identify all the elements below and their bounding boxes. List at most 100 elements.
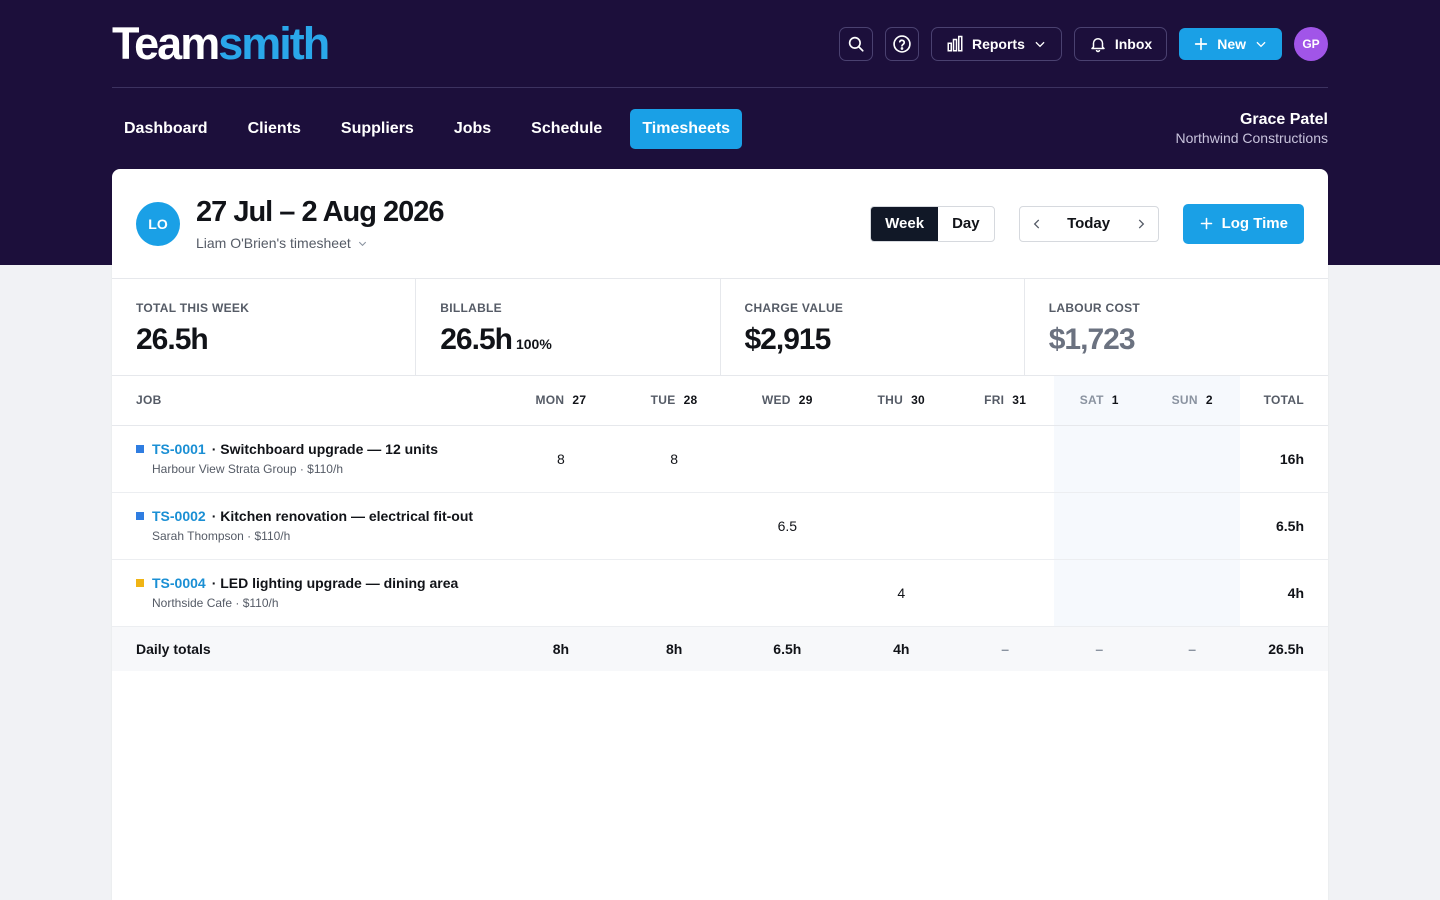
hours-cell[interactable]: 8 [619,425,729,493]
billable-percent: 100% [515,336,552,352]
chevron-down-icon [1256,41,1266,47]
daily-totals-label: Daily totals [112,626,502,671]
company-name: Northwind Constructions [1175,129,1328,146]
hours-cell[interactable] [956,425,1055,493]
stat-labour-cost: LABOUR COST $1,723 [1048,301,1141,356]
job-code-link[interactable]: TS-0004 [152,575,206,591]
nav-tab-schedule[interactable]: Schedule [531,119,603,137]
daily-total-cell: 4h [846,626,957,671]
chevron-left-icon[interactable] [1030,217,1044,231]
hours-cell[interactable] [1144,492,1240,560]
table-header-row: JOB MON 27 TUE 28 WED 29 THU 30 FRI 31 SAT 1 S… [112,376,1328,426]
new-label: New [1217,35,1246,52]
search-button[interactable] [838,26,873,61]
hours-cell[interactable]: 8 [502,425,620,493]
daily-total-cell: 6.5h [728,626,847,671]
hours-cell[interactable] [1054,425,1145,493]
daily-totals-row: Daily totals 8h 8h 6.5h 4h – – –26.5h [112,626,1328,671]
employee-avatar: LO [136,201,180,246]
hours-cell[interactable] [956,492,1055,560]
plus-icon [1200,217,1212,230]
daily-total-cell: 8h [619,626,729,671]
chevron-right-icon[interactable] [1134,217,1148,231]
job-client-rate: Northside Cafe · $110/h [152,596,279,610]
hours-cell[interactable] [619,492,729,560]
chevron-down-icon [1035,41,1045,47]
nav-tab-clients[interactable]: Clients [247,119,301,137]
hours-cell[interactable] [956,559,1055,627]
table-row[interactable]: TS-0001 · Switchboard upgrade — 12 units H… [112,425,1328,493]
reports-label: Reports [971,35,1025,52]
help-icon [893,34,911,53]
nav-tab-dashboard[interactable]: Dashboard [124,119,208,137]
job-cell: TS-0002 · Kitchen renovation — electrical… [112,492,502,560]
table-row[interactable]: TS-0002 · Kitchen renovation — electrical… [112,492,1328,560]
stat-charge-value: CHARGE VALUE $2,915 [721,279,1025,375]
hours-cell[interactable] [1144,559,1240,627]
plus-icon [1195,37,1208,50]
chevron-down-icon [358,241,366,246]
hours-cell[interactable] [728,425,847,493]
col-job: JOB [112,376,502,426]
col-day: FRI 31 [956,376,1055,426]
job-code-link[interactable]: TS-0002 [152,508,206,524]
hours-cell[interactable] [1054,492,1145,560]
top-area: Teamsmith Reports Inbox New GP [112,0,1328,169]
view-toggle: Week Day [870,205,995,242]
log-time-label: Log Time [1221,215,1288,232]
col-total: TOTAL [1240,376,1328,426]
timesheet-owner-selector[interactable]: Liam O'Brien's timesheet [196,235,444,251]
col-day-weekend: SAT 1 [1054,376,1145,426]
daily-total-cell: 8h [502,626,620,671]
inbox-button[interactable]: Inbox [1073,26,1168,61]
timesheet-table: JOB MON 27 TUE 28 WED 29 THU 30 FRI 31 SAT 1 S… [112,376,1328,671]
log-time-button[interactable]: Log Time [1182,203,1304,244]
table-row[interactable]: TS-0004 · LED lighting upgrade — dining a… [112,559,1328,627]
new-menu-button[interactable]: New [1179,27,1282,60]
hours-cell[interactable] [619,559,729,627]
stat-billable: BILLABLE 26.5h 100% [416,279,721,375]
main-nav: Dashboard Clients Suppliers Jobs Schedul… [112,88,1328,169]
view-day-button[interactable]: Day [952,215,980,232]
search-icon [848,36,864,52]
job-client-rate: Harbour View Strata Group · $110/h [152,462,343,476]
job-color-marker [136,579,144,587]
hours-cell[interactable] [846,492,957,560]
reports-menu-button[interactable]: Reports [930,26,1062,61]
col-day: TUE 28 [619,376,729,426]
user-name: Grace Patel [1239,111,1328,129]
teamsmith-logo[interactable]: Teamsmith [112,18,330,69]
date-range-title: 27 Jul – 2 Aug 2026 [196,196,445,228]
nav-tab-timesheets[interactable]: Timesheets [630,108,743,149]
hours-cell[interactable] [1144,425,1240,493]
timesheet-card: LO 27 Jul – 2 Aug 2026 Liam O'Brien's ti… [112,169,1328,900]
timesheet-header: LO 27 Jul – 2 Aug 2026 Liam O'Brien's ti… [112,169,1328,279]
nav-tab-suppliers[interactable]: Suppliers [340,119,414,137]
help-button[interactable] [884,26,919,61]
job-name: · Kitchen renovation — electrical fit-ou… [211,508,474,524]
grand-total: 26.5h [1240,626,1328,671]
col-day-weekend: SUN 2 [1144,376,1240,426]
hours-cell[interactable] [502,492,620,560]
col-day: MON 27 [502,376,620,426]
app-header: Teamsmith Reports Inbox New GP [112,0,1328,88]
hours-cell[interactable] [1054,559,1145,627]
view-week-button[interactable]: Week [871,206,939,241]
col-day: WED 29 [728,376,847,426]
hours-cell[interactable] [728,559,847,627]
job-name: · LED lighting upgrade — dining area [211,575,459,591]
job-code-link[interactable]: TS-0001 [152,441,206,457]
today-button[interactable]: Today [1067,215,1111,232]
job-name: · Switchboard upgrade — 12 units [211,441,439,457]
nav-tab-jobs[interactable]: Jobs [453,119,492,137]
stat-total-week: TOTAL THIS WEEK 26.5h [112,279,417,375]
hours-cell[interactable]: 4 [846,559,957,627]
inbox-label: Inbox [1114,35,1153,52]
hours-cell[interactable] [502,559,620,627]
hours-cell[interactable]: 6.5 [728,492,847,560]
col-day: THU 30 [846,376,957,426]
bell-icon [1091,37,1105,52]
row-total: 16h [1240,425,1328,493]
hours-cell[interactable] [846,425,957,493]
user-avatar[interactable]: GP [1294,26,1328,61]
